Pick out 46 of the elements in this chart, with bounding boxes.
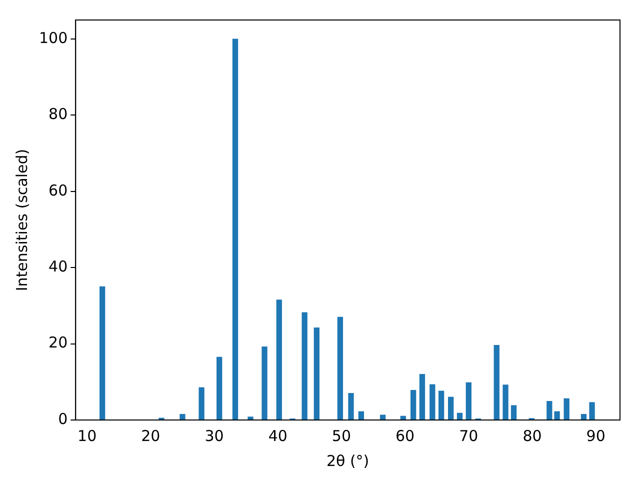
bar [580, 414, 587, 420]
x-tick-label: 10 [78, 426, 97, 445]
bar [448, 396, 454, 420]
bar [430, 384, 436, 420]
bar [248, 416, 254, 420]
y-tick-label: 0 [58, 410, 68, 428]
bar [198, 387, 204, 420]
bar [494, 345, 500, 420]
bar [380, 414, 386, 420]
x-tick-label: 80 [522, 426, 542, 445]
x-tick-label: 70 [459, 426, 478, 445]
bar [438, 390, 444, 420]
bar [216, 356, 222, 420]
bar [466, 382, 472, 420]
bar [502, 384, 508, 420]
bar [348, 393, 354, 420]
bar [337, 316, 344, 420]
x-tick-label: 60 [396, 426, 415, 445]
bar [314, 327, 320, 420]
bar [564, 398, 570, 420]
y-tick-label: 60 [48, 181, 68, 200]
x-tick-label: 50 [332, 426, 352, 445]
y-tick-label: 40 [48, 258, 68, 276]
x-tick-label: 40 [268, 426, 288, 445]
x-tick-label: 30 [204, 426, 224, 445]
bar [100, 286, 106, 420]
x-tick-label: 90 [586, 426, 606, 445]
bar [419, 374, 426, 420]
y-tick-label: 20 [48, 334, 68, 352]
bar [262, 346, 268, 420]
y-tick-label: 80 [48, 105, 68, 124]
bar [180, 414, 186, 420]
bar [554, 411, 560, 420]
x-axis-title: 2θ (°) [326, 452, 370, 470]
bar [546, 401, 552, 420]
bar [276, 300, 282, 420]
x-tick-label: 20 [141, 426, 160, 445]
bar [232, 38, 238, 420]
bar [456, 412, 463, 420]
y-axis-title: Intensities (scaled) [12, 148, 31, 292]
bar [302, 312, 308, 420]
bar [358, 411, 364, 420]
bar [410, 390, 416, 420]
y-tick-label: 100 [38, 28, 68, 47]
bar [510, 405, 517, 420]
bar [589, 402, 595, 420]
